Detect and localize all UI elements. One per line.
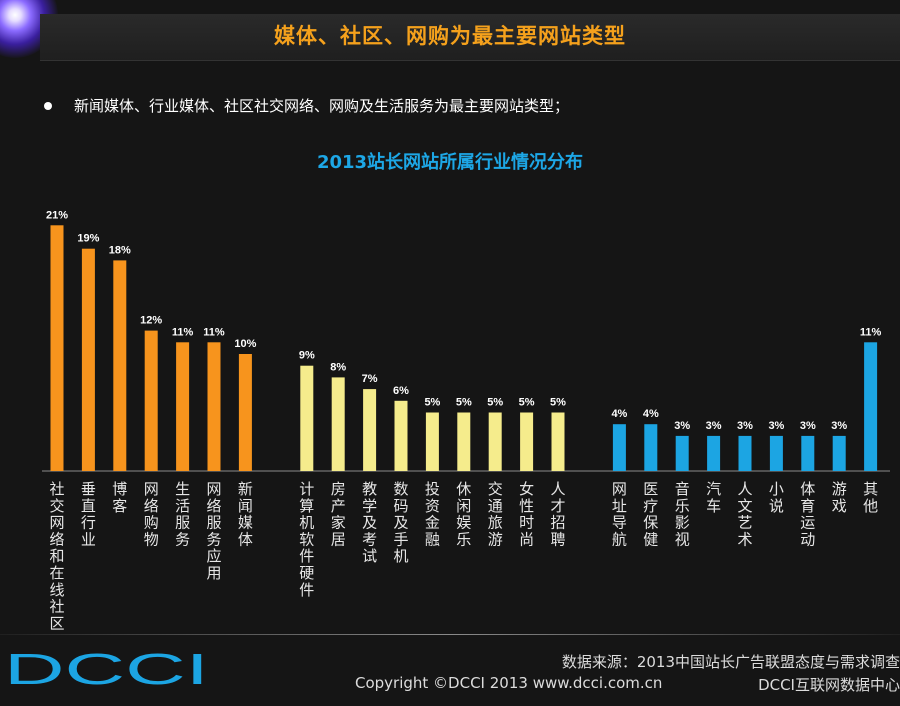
footer-divider [0,634,900,635]
bar-15 [520,412,534,471]
bar-4 [144,330,158,471]
data-label-16: 5% [550,397,566,409]
category-label-3: 博客 [112,480,127,515]
data-label-18: 4% [643,408,659,420]
category-label-25: 其他 [863,480,878,515]
data-source-text: 数据来源：2013中国站长广告联盟态度与需求调查 [561,653,900,671]
bullet-dot-icon [44,101,52,110]
bar-16 [551,412,565,471]
data-label-24: 3% [831,420,847,432]
data-label-9: 8% [330,361,346,373]
bar-20 [707,435,721,471]
copyright-text: Copyright ©DCCI 2013 www.dcci.com.cn [355,674,663,692]
category-label-20: 汽车 [706,480,721,515]
data-label-13: 5% [456,397,472,409]
bar-23 [801,435,815,471]
data-label-22: 3% [768,420,784,432]
data-label-14: 5% [487,397,503,409]
data-label-4: 12% [140,315,162,327]
category-label-18: 医疗保健 [643,480,658,548]
dcci-logo: DCCI [4,645,214,694]
bar-9 [331,377,345,471]
category-label-22: 小说 [769,480,784,515]
category-label-8: 计算机软件硬件 [299,480,314,599]
category-label-4: 网络购物 [144,480,159,548]
bar-chart: 21% 社交网络和在线社区 19% 垂直行业 18% 博客 12% 网络购物 11% 生活服务 11… [42,209,890,632]
data-label-20: 3% [706,420,722,432]
logo-text: DCCI [4,648,209,690]
data-label-6: 11% [203,326,225,338]
bullet-text: 新闻媒体、行业媒体、社区社交网络、网购及生活服务为最主要网站类型； [74,97,570,115]
bar-25 [864,342,878,471]
bar-3 [113,260,127,471]
category-label-14: 交通旅游 [488,480,503,548]
bar-10 [363,389,377,471]
category-label-10: 教学及考试 [362,480,377,565]
category-label-12: 投资金融 [425,480,440,548]
category-label-9: 房产家居 [331,480,346,548]
data-label-7: 10% [234,338,256,350]
data-label-3: 18% [109,244,131,256]
category-label-6: 网络服务应用 [206,480,221,582]
category-label-15: 女性时尚 [519,480,534,548]
bar-5 [176,342,190,471]
category-label-13: 休闲娱乐 [456,480,471,548]
bar-7 [238,354,252,471]
category-label-7: 新闻媒体 [238,480,253,548]
data-label-19: 3% [674,420,690,432]
bar-14 [488,412,502,471]
category-label-16: 人才招聘 [550,480,565,548]
bar-19 [675,435,689,471]
bar-13 [457,412,471,471]
category-label-23: 体育运动 [800,480,815,548]
data-label-1: 21% [46,209,68,221]
data-label-15: 5% [519,397,535,409]
bar-21 [738,435,752,471]
category-label-11: 数码及手机 [393,480,408,565]
data-label-5: 11% [172,326,194,338]
category-label-17: 网址导航 [612,480,627,548]
category-label-21: 人文艺术 [737,480,752,548]
data-label-23: 3% [800,420,816,432]
chart-title: 2013站长网站所属行业情况分布 [316,152,584,173]
data-label-25: 11% [860,326,882,338]
bar-17 [612,424,626,471]
category-label-5: 生活服务 [175,480,190,548]
bar-group: 21% 社交网络和在线社区 19% 垂直行业 18% 博客 12% 网络购物 11% 生活服务 11… [46,209,882,632]
bullet-point: 新闻媒体、行业媒体、社区社交网络、网购及生活服务为最主要网站类型； [44,95,569,116]
bar-22 [769,435,783,471]
page-title: 媒体、社区、网购为最主要网站类型 [274,24,626,48]
data-label-17: 4% [611,408,627,420]
title-band [40,14,900,61]
data-label-2: 19% [77,233,99,245]
bar-8 [300,365,314,471]
data-label-8: 9% [299,350,315,362]
data-label-11: 6% [393,385,409,397]
bar-1 [50,225,64,471]
data-label-10: 7% [362,373,378,385]
data-label-12: 5% [424,397,440,409]
category-label-1: 社交网络和在线社区 [49,480,64,632]
bar-24 [832,435,846,471]
bar-18 [644,424,658,471]
data-center-text: DCCI互联网数据中心 [758,676,900,694]
bar-2 [81,248,95,471]
data-label-21: 3% [737,420,753,432]
category-label-2: 垂直行业 [81,480,96,548]
bar-6 [207,342,221,471]
category-label-19: 音乐影视 [675,480,690,548]
bar-11 [394,400,408,471]
category-label-24: 游戏 [832,480,847,515]
bar-12 [425,412,439,471]
